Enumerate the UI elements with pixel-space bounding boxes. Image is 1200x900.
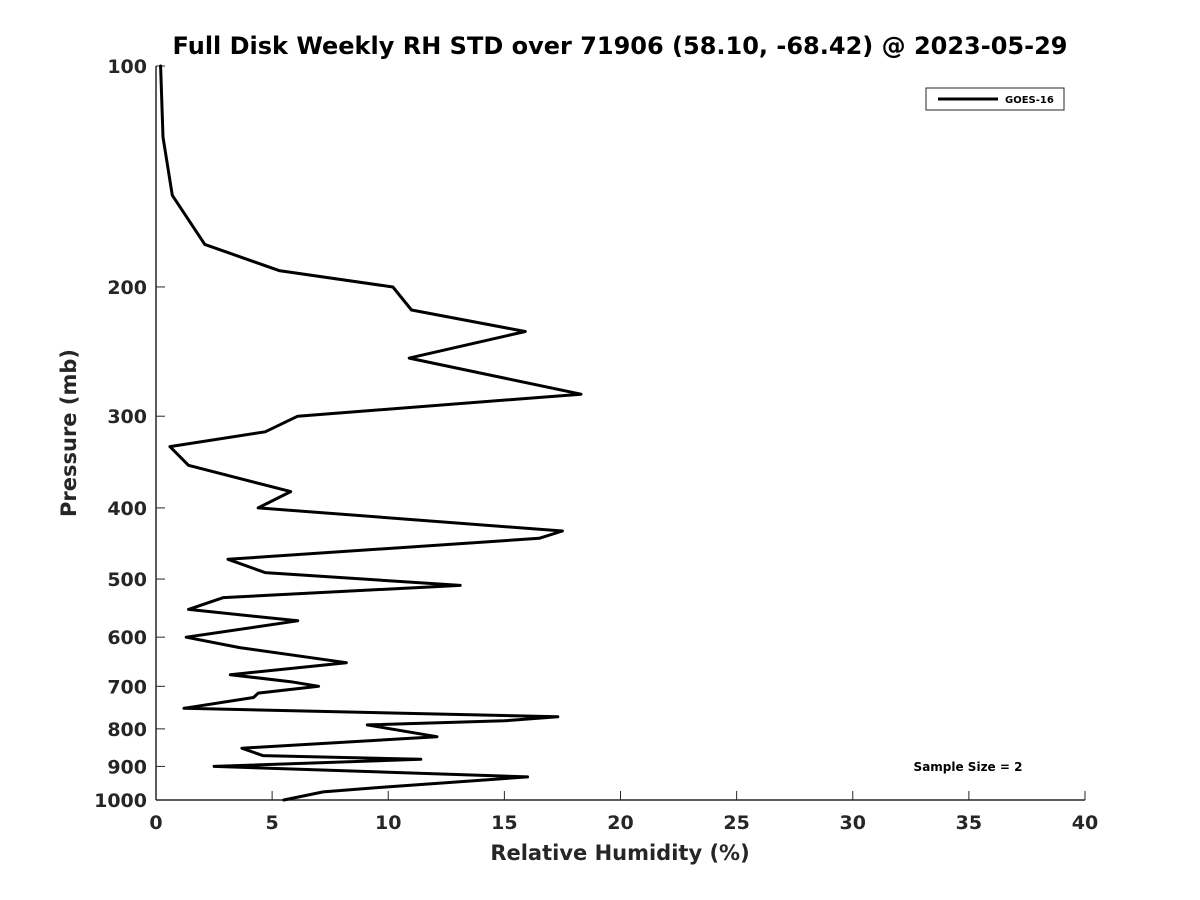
y-tick-label: 400 [107,498,147,520]
chart-title: Full Disk Weekly RH STD over 71906 (58.1… [173,32,1068,60]
y-tick-label: 100 [107,56,147,78]
y-tick-label: 900 [107,756,147,778]
y-tick-label: 700 [107,676,147,698]
x-ticks: 0 5 10 15 20 25 30 35 40 [149,791,1098,834]
y-tick-label: 1000 [94,790,147,812]
x-tick-label: 30 [840,812,866,834]
series-line-goes-16 [159,64,583,802]
x-tick-label: 25 [723,812,749,834]
x-tick-label: 35 [956,812,982,834]
x-axis-label: Relative Humidity (%) [490,841,749,865]
y-axis-label: Pressure (mb) [57,349,81,517]
y-tick-label: 200 [107,277,147,299]
x-tick-label: 0 [149,812,162,834]
series-group [159,64,583,802]
legend: GOES-16 [925,87,1065,111]
y-tick-label: 600 [107,627,147,649]
y-ticks: 100 200 300 400 500 600 700 800 900 1000 [94,56,165,812]
y-tick-label: 500 [107,569,147,591]
y-tick-label: 800 [107,719,147,741]
x-tick-label: 5 [266,812,279,834]
x-tick-label: 20 [607,812,633,834]
sample-size-annotation: Sample Size = 2 [914,760,1023,774]
x-tick-label: 15 [491,812,517,834]
legend-label-goes-16: GOES-16 [1005,95,1054,106]
x-tick-label: 40 [1072,812,1098,834]
x-tick-label: 10 [375,812,401,834]
y-tick-label: 300 [107,406,147,428]
